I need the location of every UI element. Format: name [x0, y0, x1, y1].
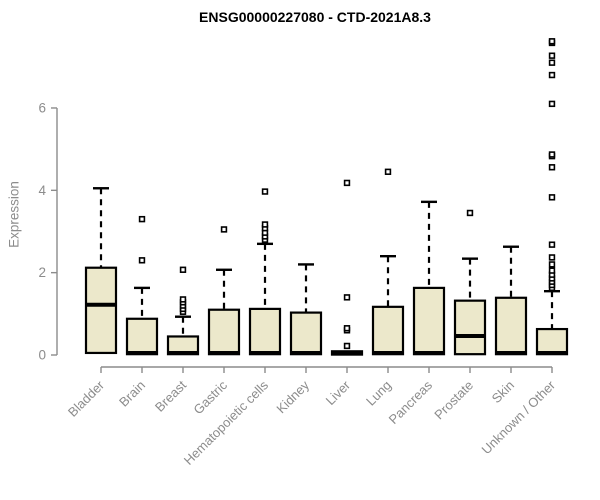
outlier-point-unknown-other	[548, 261, 556, 268]
y-axis-tick-label: 4	[38, 183, 46, 198]
outlier-point-unknown-other	[548, 151, 556, 158]
outlier-point-unknown-other	[548, 100, 556, 108]
box-pancreas	[412, 286, 446, 356]
x-axis-category-label: Breast	[152, 377, 189, 414]
outlier-point-unknown-other	[548, 267, 556, 274]
outlier-point-unknown-other	[548, 164, 556, 171]
chart-title: ENSG00000227080 - CTD-2021A8.3	[199, 9, 431, 25]
outlier-point-breast	[179, 296, 187, 303]
y-axis-tick-label: 2	[38, 265, 46, 280]
outlier-point-unknown-other	[548, 52, 556, 59]
outlier-point-unknown-other	[548, 38, 556, 45]
x-axis-category-label: Pancreas	[386, 377, 436, 427]
outlier-point-liver	[343, 294, 351, 301]
outlier-point-prostate	[466, 209, 474, 217]
box-bladder	[84, 266, 118, 355]
box-lung	[371, 305, 405, 356]
box-skin	[494, 296, 528, 356]
outlier-point-unknown-other	[548, 254, 556, 261]
outlier-point-gastric	[220, 226, 228, 233]
outlier-point-hematopoietic-cells	[261, 221, 269, 228]
box-gastric	[207, 308, 241, 356]
x-axis-category-label: Bladder	[65, 377, 108, 420]
x-axis-category-label: Skin	[489, 378, 517, 406]
box-hematopoietic-cells	[248, 307, 282, 356]
x-axis-category-label: Kidney	[273, 377, 312, 416]
outlier-point-hematopoietic-cells	[261, 188, 269, 195]
x-axis-category-label: Prostate	[431, 378, 476, 423]
outlier-point-liver	[343, 179, 351, 187]
outlier-point-unknown-other	[548, 59, 556, 66]
outlier-point-unknown-other	[548, 194, 556, 201]
x-axis-category-label: Lung	[363, 378, 394, 409]
y-axis-tick-label: 6	[38, 100, 46, 115]
box-brain	[125, 317, 159, 356]
outlier-point-liver	[343, 325, 351, 332]
box-prostate	[453, 299, 487, 356]
y-axis-title: Expression	[6, 181, 22, 248]
x-axis-category-label: Liver	[323, 377, 354, 408]
x-axis-category-label: Unknown / Other	[479, 377, 559, 457]
y-axis-tick-label: 0	[38, 348, 46, 363]
x-axis-category-label: Brain	[116, 378, 148, 410]
outlier-point-brain	[138, 215, 146, 223]
x-axis-category-label: Gastric	[190, 377, 230, 417]
outlier-point-unknown-other	[548, 71, 556, 79]
box-unknown-other	[535, 327, 569, 356]
outlier-point-breast	[179, 266, 187, 273]
outlier-point-unknown-other	[548, 241, 556, 248]
outlier-point-liver	[343, 342, 351, 350]
outlier-point-lung	[384, 168, 392, 175]
outlier-point-brain	[138, 257, 146, 264]
box-kidney	[289, 311, 323, 356]
